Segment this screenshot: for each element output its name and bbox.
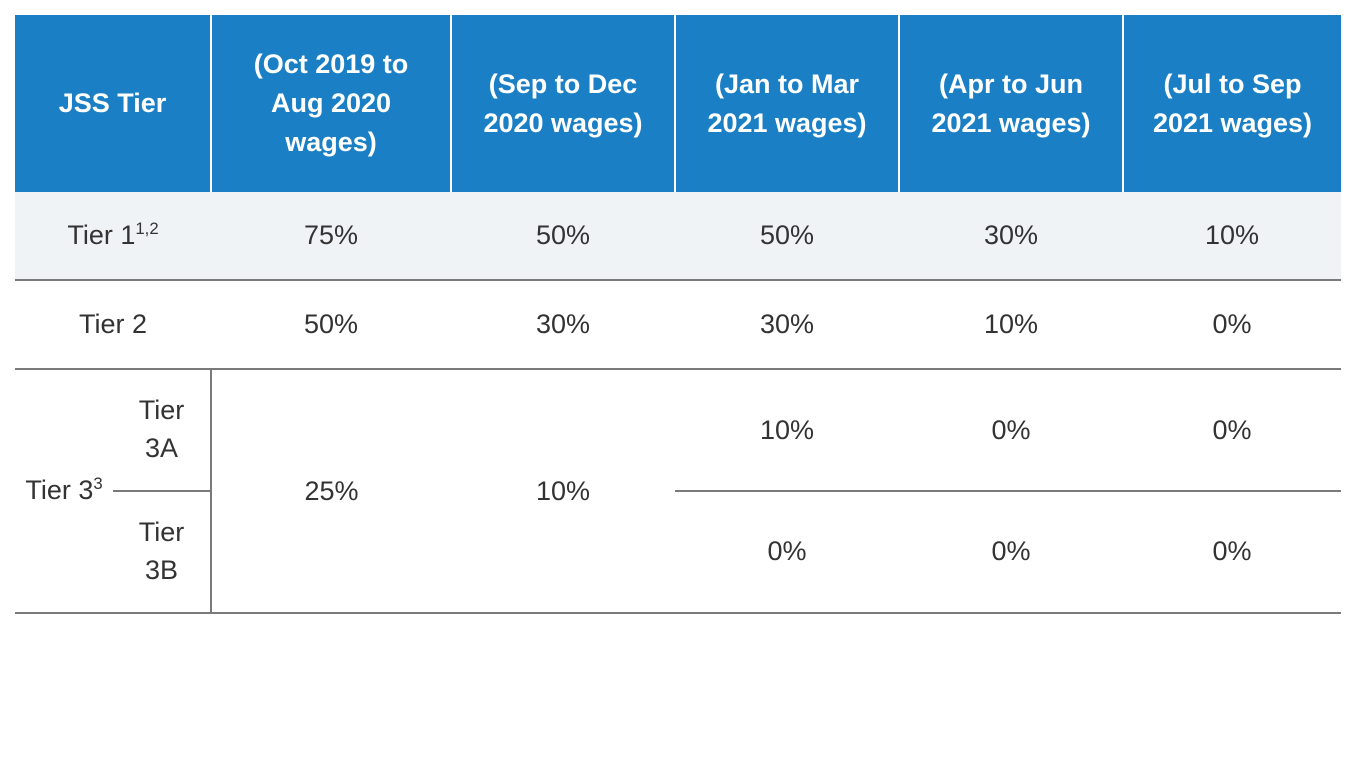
tier3a-p3: 10% [675,369,899,491]
header-period-2-label: (Sep to Dec 2020 wages) [478,65,648,143]
tier1-p5: 10% [1123,192,1341,280]
header-period-3: (Jan to Mar 2021 wages) [675,15,899,192]
tier3b-label: Tier 3B [113,491,211,613]
header-period-2: (Sep to Dec 2020 wages) [451,15,675,192]
tier3-p1: 25% [211,369,451,612]
tier3a-label: Tier 3A [113,369,211,491]
jss-tier-table: JSS Tier (Oct 2019 to Aug 2020 wages) (S… [15,15,1341,614]
tier3-label: Tier 3 [25,475,93,505]
tier3b-p5: 0% [1123,491,1341,613]
tier2-label-cell: Tier 2 [15,280,211,369]
header-period-4: (Apr to Jun 2021 wages) [899,15,1123,192]
header-period-3-label: (Jan to Mar 2021 wages) [702,65,872,143]
tier1-sup: 1,2 [135,219,158,238]
tier1-p2: 50% [451,192,675,280]
tier3-p2: 10% [451,369,675,612]
tier1-p4: 30% [899,192,1123,280]
tier1-label: Tier 1 [67,220,135,250]
tier3b-p3: 0% [675,491,899,613]
tier3-sup: 3 [93,474,102,493]
tier2-p5: 0% [1123,280,1341,369]
row-tier3a: Tier 33 Tier 3A 25% 10% 10% 0% 0% [15,369,1341,491]
header-tier-label: JSS Tier [59,84,167,123]
tier1-p3: 50% [675,192,899,280]
tier3b-p4: 0% [899,491,1123,613]
tier3a-p5: 0% [1123,369,1341,491]
header-period-4-label: (Apr to Jun 2021 wages) [926,65,1096,143]
row-tier1: Tier 11,2 75% 50% 50% 30% 10% [15,192,1341,280]
tier3-label-cell: Tier 33 [15,369,113,612]
tier2-p4: 10% [899,280,1123,369]
tier2-p1: 50% [211,280,451,369]
tier1-p1: 75% [211,192,451,280]
row-tier2: Tier 2 50% 30% 30% 10% 0% [15,280,1341,369]
header-period-1: (Oct 2019 to Aug 2020 wages) [211,15,451,192]
tier2-label: Tier 2 [79,309,147,339]
table-header-row: JSS Tier (Oct 2019 to Aug 2020 wages) (S… [15,15,1341,192]
header-period-5: (Jul to Sep 2021 wages) [1123,15,1341,192]
header-period-5-label: (Jul to Sep 2021 wages) [1148,65,1318,143]
tier1-label-cell: Tier 11,2 [15,192,211,280]
tier3a-p4: 0% [899,369,1123,491]
header-period-1-label: (Oct 2019 to Aug 2020 wages) [246,45,416,162]
tier2-p3: 30% [675,280,899,369]
header-tier: JSS Tier [15,15,211,192]
tier2-p2: 30% [451,280,675,369]
